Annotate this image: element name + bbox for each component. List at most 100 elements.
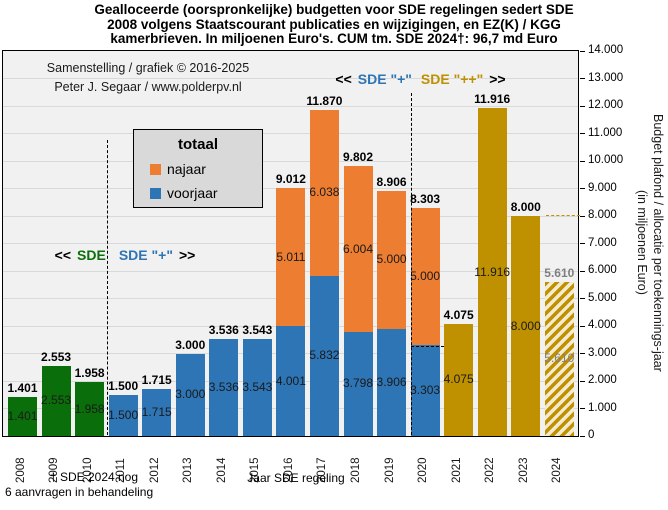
era-left-sdeplus: SDE "+" — [118, 247, 173, 263]
y-tick-mark — [580, 215, 585, 217]
bar-total-label-2008: 1.401 — [7, 381, 38, 396]
era-right-close: >> — [489, 71, 506, 87]
bar-value-label-2015-voorjaar: 3.543 — [242, 379, 273, 394]
bar-2014-voorjaar — [209, 338, 239, 436]
najaar-swatch-icon — [150, 163, 161, 175]
y-tick-mark — [580, 188, 585, 189]
bar-2009-totaal — [41, 365, 71, 436]
x-tick-label-2013: 2013 — [182, 457, 195, 483]
bar-value-label-2012-voorjaar: 1.715 — [141, 404, 172, 419]
y-tick-label-8.000: 8.000 — [588, 209, 617, 221]
chart-title-line2: 2008 volgens Staatscourant publicaties e… — [107, 16, 561, 32]
y-tick-label-6.000: 6.000 — [588, 264, 617, 276]
y-tick-label-3.000: 3.000 — [588, 346, 617, 359]
y-tick-label-11.000: 11.000 — [588, 126, 623, 139]
chart-title-line3: kamerbrieven. In miljoenen Euro's. CUM t… — [110, 31, 558, 46]
bar-value-label-2024-totaal: 5.610 — [544, 351, 575, 366]
bar-2015-voorjaar — [242, 338, 272, 436]
bar-total-label-2024: 5.610 — [544, 265, 575, 280]
bar-total-label-2020: 8.303 — [410, 191, 441, 206]
footnote-line2: 6 aanvragen in behandeling — [5, 484, 154, 499]
bar-value-label-2018-najaar: 6.004 — [342, 241, 374, 256]
bar-2008-totaal — [8, 397, 37, 436]
bar-value-label-2023-totaal: 8.000 — [510, 318, 541, 333]
y-tick-label-9.000: 9.000 — [588, 181, 617, 194]
x-tick-label-2024: 2024 — [551, 457, 564, 483]
bar-total-label-2011: 1.500 — [108, 378, 139, 393]
y-tick-label-2.000: 2.000 — [588, 374, 617, 386]
era-label-sdeplus-sdeplusplus: << SDE "+" SDE "++" >> — [318, 71, 523, 87]
y-tick-label-10.000: 10.000 — [588, 154, 624, 166]
bar-value-label-2014-voorjaar: 3.536 — [208, 379, 239, 394]
bar-value-label-2011-voorjaar: 1.500 — [108, 407, 139, 422]
bar-2021-totaal — [444, 323, 474, 436]
y-tick-label-0: 0 — [588, 429, 595, 441]
bar-2010-totaal — [75, 382, 105, 436]
era-left-open: << — [54, 247, 72, 263]
sde2020-dashed-level-line — [411, 346, 444, 347]
bar-2018-najaar — [343, 166, 373, 332]
era-label-sde-sdeplus: << SDE SDE "+" >> — [35, 247, 215, 263]
bar-value-label-2020-najaar: 5.000 — [410, 268, 441, 283]
bar-value-label-2017-voorjaar: 5.832 — [309, 348, 340, 363]
bar-value-label-2019-najaar: 5.000 — [376, 252, 407, 267]
bar-value-label-2010-totaal: 1.958 — [74, 401, 105, 416]
y-tick-label-1.000: 1.000 — [588, 401, 617, 414]
y-axis-title: Budget plafond / allocatie per toekennin… — [632, 50, 666, 435]
bar-total-label-2015: 3.543 — [242, 322, 273, 337]
chart-title-line1: Gealloceerde (oorspronkelijke) budgetten… — [94, 2, 574, 17]
y-tick-mark — [580, 380, 585, 382]
legend: totaal najaar voorjaar — [133, 129, 263, 208]
y-tick-mark — [580, 78, 585, 79]
bar-value-label-2009-totaal: 2.553 — [41, 393, 72, 408]
bar-2024-totaal — [544, 281, 574, 436]
bar-total-label-2013: 3.000 — [175, 337, 206, 352]
bar-2016-najaar — [276, 188, 306, 326]
bar-value-label-2022-totaal: 11.916 — [474, 264, 511, 279]
gridline — [3, 160, 578, 162]
attribution: Samenstelling / grafiek © 2016-2025 Pete… — [12, 59, 284, 97]
legend-label-najaar: najaar — [167, 161, 206, 177]
y-axis-title-line1: Budget plafond / allocatie per toekennin… — [651, 113, 665, 372]
bar-2019-najaar — [377, 191, 407, 329]
bar-value-label-2018-voorjaar: 3.798 — [342, 376, 374, 391]
era-left-close: >> — [178, 247, 196, 263]
voorjaar-swatch-icon — [150, 187, 161, 199]
y-tick-label-4.000: 4.000 — [588, 319, 617, 331]
x-tick-label-2019: 2019 — [383, 457, 396, 483]
y-tick-mark — [580, 270, 585, 272]
attribution-line2: Peter J. Segaar / www.polderpv.nl — [54, 80, 242, 94]
legend-item-najaar: najaar — [150, 161, 262, 177]
x-tick-label-2021: 2021 — [450, 457, 463, 483]
gridline — [3, 133, 578, 134]
y-tick-label-5.000: 5.000 — [588, 291, 617, 304]
bar-total-label-2010: 1.958 — [74, 366, 105, 381]
bar-total-label-2023: 8.000 — [510, 200, 541, 214]
chart-title: Gealloceerde (oorspronkelijke) budgetten… — [0, 2, 668, 47]
legend-title: totaal — [177, 136, 218, 153]
bar-value-label-2013-voorjaar: 3.000 — [175, 387, 206, 402]
era-divider-line-1 — [107, 140, 108, 435]
bar-value-label-2017-najaar: 6.038 — [309, 185, 340, 200]
y-tick-mark — [580, 243, 585, 244]
bar-total-label-2009: 2.553 — [41, 349, 72, 364]
x-tick-label-2022: 2022 — [484, 457, 497, 483]
bar-2020-najaar — [410, 207, 440, 346]
bar-total-label-2017: 11.870 — [306, 93, 343, 108]
gridline — [3, 105, 578, 107]
y-tick-label-7.000: 7.000 — [588, 236, 617, 249]
bar-2016-voorjaar — [276, 325, 306, 436]
bar-2011-voorjaar — [108, 394, 138, 436]
bar-2020-voorjaar — [410, 345, 440, 436]
bar-total-label-2012: 1.715 — [141, 372, 172, 387]
bar-total-label-2021: 4.075 — [443, 307, 474, 322]
bar-2017-voorjaar — [309, 275, 339, 436]
x-tick-label-2020: 2020 — [417, 457, 430, 483]
plot-area: 1.401 1.401 2.553 2.553 1.958 1.958 1.500 1.500… — [2, 50, 579, 437]
legend-item-voorjaar: voorjaar — [150, 185, 262, 201]
legend-label-voorjaar: voorjaar — [167, 185, 218, 201]
x-axis-title: Jaar SDE regeling — [247, 471, 345, 485]
y-tick-label-13.000: 13.000 — [588, 71, 624, 84]
bar-total-label-2018: 9.802 — [342, 150, 374, 165]
